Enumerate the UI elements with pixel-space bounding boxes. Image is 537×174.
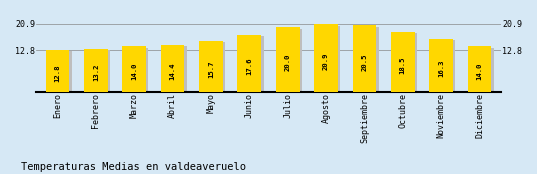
Bar: [391, 32, 415, 92]
Bar: [46, 50, 69, 92]
Bar: [470, 48, 494, 92]
Bar: [237, 35, 261, 92]
Text: 17.6: 17.6: [246, 57, 252, 75]
Bar: [355, 27, 379, 92]
Bar: [429, 39, 453, 92]
Bar: [86, 50, 110, 92]
Bar: [316, 26, 340, 92]
Bar: [468, 46, 491, 92]
Bar: [352, 25, 376, 92]
Text: 15.7: 15.7: [208, 60, 214, 78]
Bar: [276, 27, 300, 92]
Bar: [84, 49, 108, 92]
Bar: [161, 45, 185, 92]
Text: 20.9: 20.9: [323, 53, 329, 70]
Bar: [48, 52, 71, 92]
Text: 18.5: 18.5: [400, 56, 406, 74]
Bar: [393, 33, 417, 92]
Bar: [163, 46, 187, 92]
Text: 20.5: 20.5: [361, 53, 367, 71]
Bar: [432, 40, 455, 92]
Text: 14.0: 14.0: [476, 63, 483, 80]
Bar: [201, 42, 225, 92]
Text: 14.0: 14.0: [131, 63, 137, 80]
Text: 16.3: 16.3: [438, 59, 444, 77]
Bar: [125, 48, 148, 92]
Text: Temperaturas Medias en valdeaveruelo: Temperaturas Medias en valdeaveruelo: [21, 162, 246, 172]
Text: 14.4: 14.4: [170, 62, 176, 80]
Bar: [314, 24, 338, 92]
Bar: [199, 41, 223, 92]
Text: 20.0: 20.0: [285, 54, 291, 71]
Text: 12.8: 12.8: [54, 64, 61, 82]
Bar: [240, 36, 264, 92]
Text: 13.2: 13.2: [93, 64, 99, 81]
Bar: [278, 29, 302, 92]
Bar: [122, 46, 146, 92]
